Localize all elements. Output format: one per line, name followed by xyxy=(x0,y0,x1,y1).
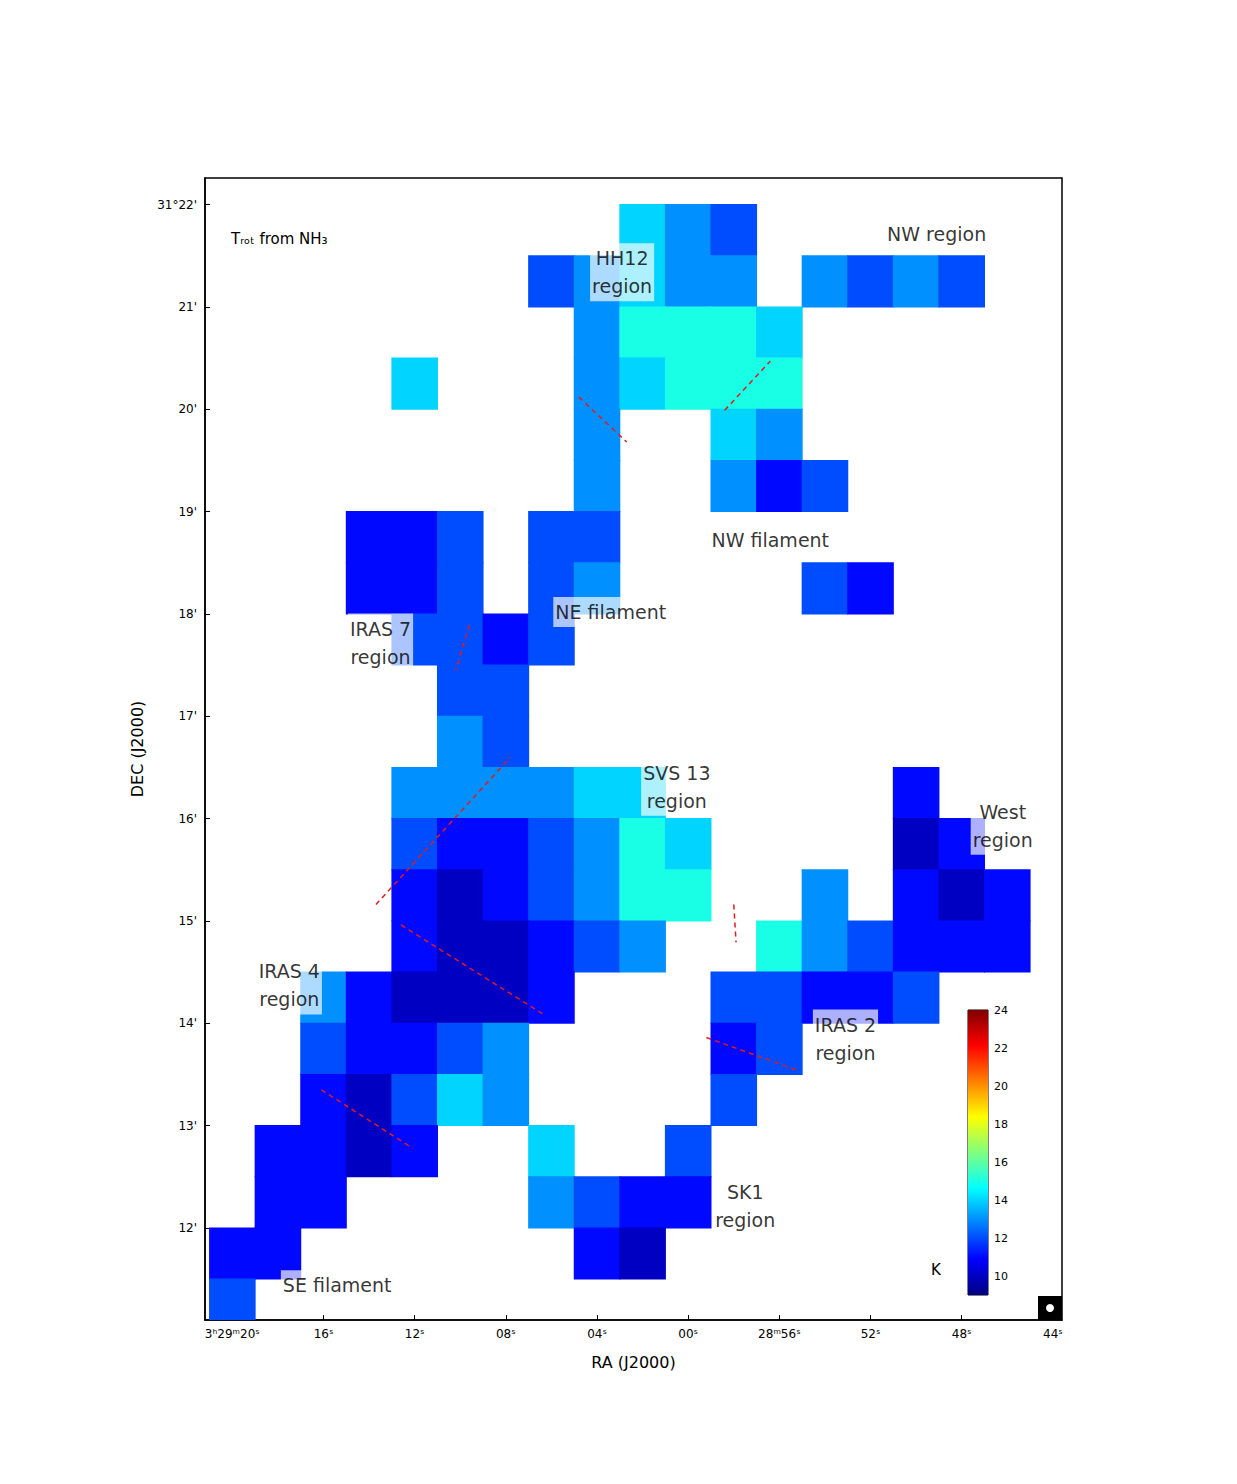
svg-text:18': 18' xyxy=(178,607,197,621)
svg-text:31°22': 31°22' xyxy=(157,198,197,212)
svg-text:SE filament: SE filament xyxy=(283,1274,392,1296)
svg-text:18: 18 xyxy=(994,1118,1008,1131)
svg-text:48ˢ: 48ˢ xyxy=(952,1327,972,1341)
svg-text:HH12: HH12 xyxy=(596,247,649,269)
svg-text:16ˢ: 16ˢ xyxy=(314,1327,334,1341)
svg-text:IRAS 2: IRAS 2 xyxy=(815,1014,876,1036)
svg-text:region: region xyxy=(815,1042,875,1064)
svg-text:16': 16' xyxy=(178,812,197,826)
svg-text:SVS 13: SVS 13 xyxy=(643,762,710,784)
svg-text:28ᵐ56ˢ: 28ᵐ56ˢ xyxy=(758,1327,801,1341)
svg-text:3ʰ29ᵐ20ˢ: 3ʰ29ᵐ20ˢ xyxy=(205,1327,260,1341)
svg-text:Tᵣₒₜ from NH₃: Tᵣₒₜ from NH₃ xyxy=(230,230,328,248)
svg-text:region: region xyxy=(592,275,652,297)
svg-text:IRAS 7: IRAS 7 xyxy=(350,618,411,640)
svg-text:IRAS 4: IRAS 4 xyxy=(259,960,320,982)
svg-text:14': 14' xyxy=(178,1016,197,1030)
svg-text:21': 21' xyxy=(178,300,197,314)
svg-text:22: 22 xyxy=(994,1042,1008,1055)
svg-text:DEC (J2000): DEC (J2000) xyxy=(128,701,147,798)
svg-text:04ˢ: 04ˢ xyxy=(587,1327,607,1341)
svg-text:12: 12 xyxy=(994,1232,1008,1245)
svg-text:20': 20' xyxy=(178,402,197,416)
svg-text:19': 19' xyxy=(178,505,197,519)
svg-text:20: 20 xyxy=(994,1080,1008,1093)
svg-text:16: 16 xyxy=(994,1156,1008,1169)
svg-text:SK1: SK1 xyxy=(727,1181,764,1203)
svg-text:region: region xyxy=(715,1209,775,1231)
svg-text:14: 14 xyxy=(994,1194,1008,1207)
svg-text:K: K xyxy=(931,1261,942,1279)
svg-text:52ˢ: 52ˢ xyxy=(861,1327,881,1341)
svg-text:44ˢ: 44ˢ xyxy=(1043,1327,1063,1341)
svg-text:region: region xyxy=(350,646,410,668)
svg-text:region: region xyxy=(647,790,707,812)
svg-text:00ˢ: 00ˢ xyxy=(678,1327,698,1341)
svg-text:10: 10 xyxy=(994,1270,1008,1283)
svg-text:region: region xyxy=(973,829,1033,851)
svg-text:13': 13' xyxy=(178,1119,197,1133)
svg-text:24: 24 xyxy=(994,1004,1008,1017)
svg-text:RA (J2000): RA (J2000) xyxy=(591,1353,675,1372)
svg-text:08ˢ: 08ˢ xyxy=(496,1327,516,1341)
svg-text:region: region xyxy=(259,988,319,1010)
svg-text:17': 17' xyxy=(178,709,197,723)
svg-text:15': 15' xyxy=(178,914,197,928)
svg-text:NE filament: NE filament xyxy=(555,601,666,623)
svg-text:NW filament: NW filament xyxy=(711,529,829,551)
svg-text:West: West xyxy=(979,801,1026,823)
svg-text:NW region: NW region xyxy=(887,223,986,245)
svg-text:12ˢ: 12ˢ xyxy=(405,1327,425,1341)
svg-text:12': 12' xyxy=(178,1221,197,1235)
